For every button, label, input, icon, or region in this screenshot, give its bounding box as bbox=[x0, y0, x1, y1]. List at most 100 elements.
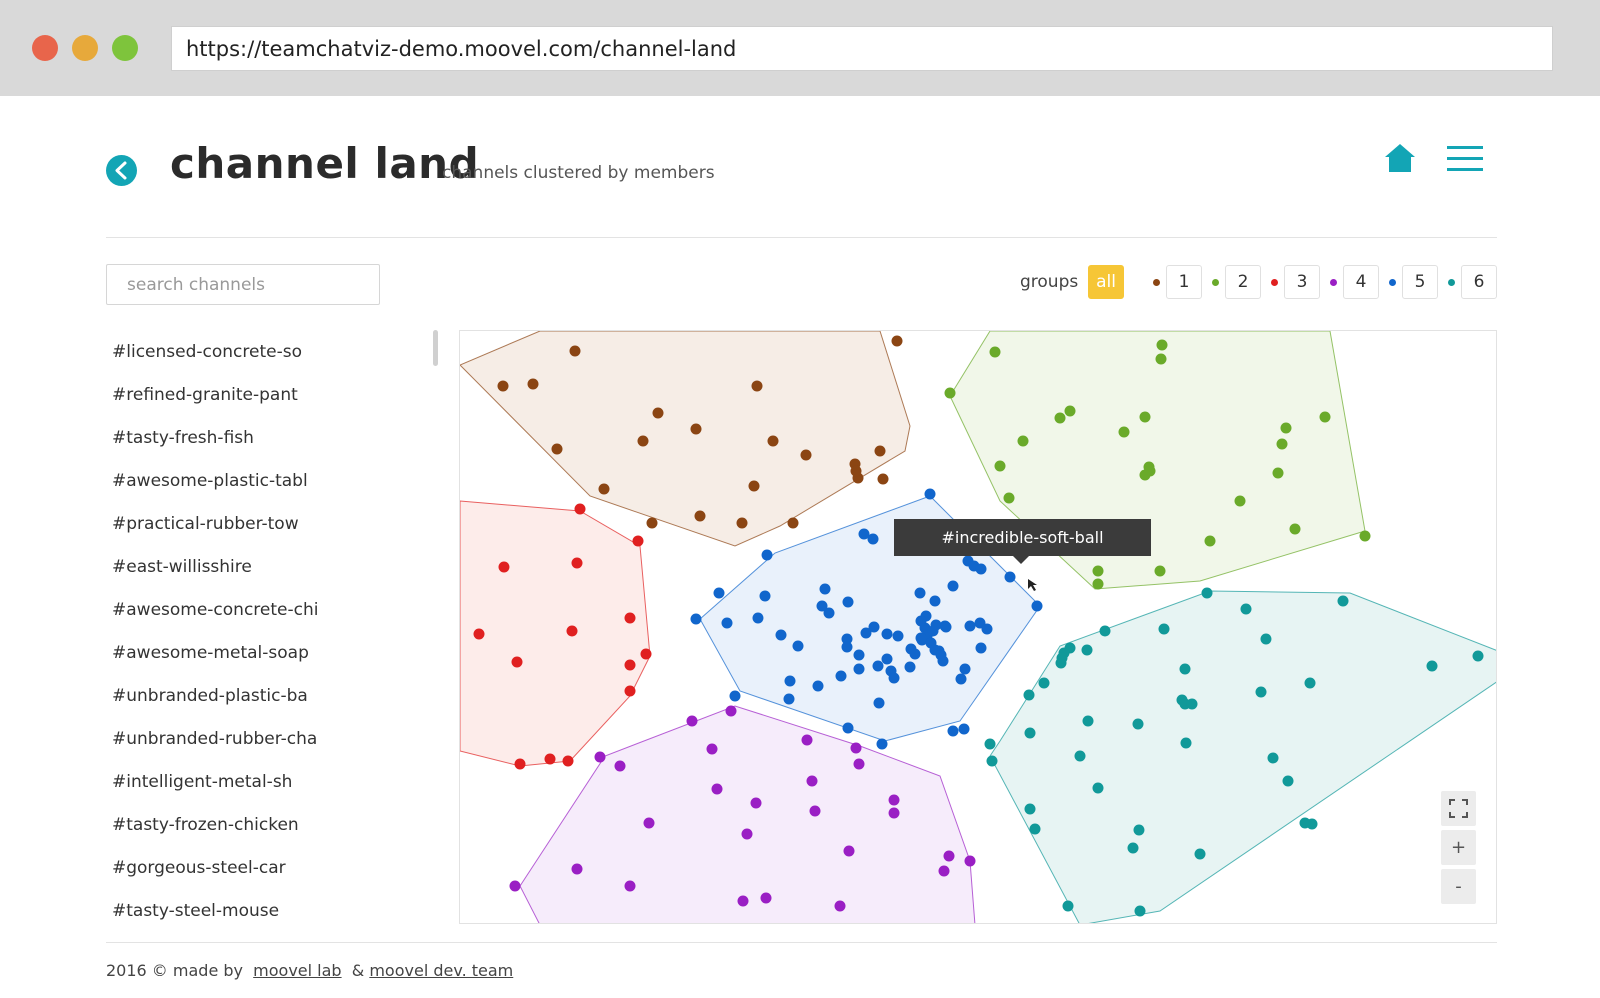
search-channels-input[interactable] bbox=[106, 264, 380, 305]
channel-dot-group-5[interactable] bbox=[964, 620, 976, 632]
channel-dot-group-4[interactable] bbox=[706, 743, 718, 755]
channel-dot-group-1[interactable] bbox=[800, 449, 812, 461]
channel-dot-group-5[interactable] bbox=[981, 623, 993, 635]
channel-dot-group-6[interactable] bbox=[1267, 752, 1279, 764]
channel-dot-group-2[interactable] bbox=[1054, 412, 1066, 424]
channel-dot-group-6[interactable] bbox=[1081, 644, 1093, 656]
channel-dot-group-5[interactable] bbox=[940, 621, 952, 633]
channel-dot-group-5[interactable] bbox=[927, 625, 939, 637]
channel-dot-group-5[interactable] bbox=[823, 607, 835, 619]
channel-dot-group-5[interactable] bbox=[783, 693, 795, 705]
channel-dot-group-4[interactable] bbox=[801, 734, 813, 746]
channel-dot-group-5[interactable] bbox=[935, 649, 947, 661]
channel-dot-group-5[interactable] bbox=[713, 587, 725, 599]
channel-dot-group-2[interactable] bbox=[1092, 565, 1104, 577]
channel-dot-group-6[interactable] bbox=[1099, 625, 1111, 637]
channel-dot-group-1[interactable] bbox=[598, 483, 610, 495]
channel-dot-group-6[interactable] bbox=[1056, 652, 1068, 664]
channel-dot-group-5[interactable] bbox=[955, 673, 967, 685]
channel-dot-group-3[interactable] bbox=[640, 648, 652, 660]
moovel-lab-link[interactable]: moovel lab bbox=[253, 961, 342, 980]
channel-dot-group-5[interactable] bbox=[729, 690, 741, 702]
channel-dot-group-4[interactable] bbox=[614, 760, 626, 772]
channel-dot-group-5[interactable] bbox=[792, 640, 804, 652]
back-button[interactable] bbox=[106, 155, 137, 186]
channel-dot-group-5[interactable] bbox=[775, 629, 787, 641]
close-window-button[interactable] bbox=[32, 35, 58, 61]
channel-dot-group-5[interactable] bbox=[873, 697, 885, 709]
channel-dot-group-6[interactable] bbox=[1082, 715, 1094, 727]
channel-dot-group-3[interactable] bbox=[562, 755, 574, 767]
group-filter-1[interactable]: 1 bbox=[1166, 265, 1202, 299]
channel-list-item[interactable]: #refined-granite-pant bbox=[112, 385, 298, 405]
channel-dot-group-3[interactable] bbox=[514, 758, 526, 770]
channel-dot-group-5[interactable] bbox=[892, 630, 904, 642]
channel-dot-group-6[interactable] bbox=[1472, 650, 1484, 662]
channel-dot-group-2[interactable] bbox=[989, 346, 1001, 358]
channel-dot-group-3[interactable] bbox=[624, 659, 636, 671]
minimize-window-button[interactable] bbox=[72, 35, 98, 61]
channel-list-item[interactable]: #practical-rubber-tow bbox=[112, 514, 299, 534]
channel-dot-group-4[interactable] bbox=[643, 817, 655, 829]
channel-dot-group-1[interactable] bbox=[569, 345, 581, 357]
channel-dot-group-1[interactable] bbox=[646, 517, 658, 529]
channel-dot-group-4[interactable] bbox=[624, 880, 636, 892]
channel-dot-group-5[interactable] bbox=[881, 628, 893, 640]
channel-dot-group-5[interactable] bbox=[876, 738, 888, 750]
channel-dot-group-5[interactable] bbox=[759, 590, 771, 602]
channel-dot-group-5[interactable] bbox=[975, 563, 987, 575]
channel-dot-group-5[interactable] bbox=[975, 642, 987, 654]
channel-dot-group-2[interactable] bbox=[1017, 435, 1029, 447]
channel-dot-group-6[interactable] bbox=[1255, 686, 1267, 698]
channel-dot-group-5[interactable] bbox=[914, 587, 926, 599]
channel-dot-group-6[interactable] bbox=[1132, 718, 1144, 730]
group-filter-2[interactable]: 2 bbox=[1225, 265, 1261, 299]
channel-dot-group-3[interactable] bbox=[574, 503, 586, 515]
channel-dot-group-2[interactable] bbox=[1276, 438, 1288, 450]
channel-dot-group-2[interactable] bbox=[994, 460, 1006, 472]
channel-dot-group-1[interactable] bbox=[751, 380, 763, 392]
channel-dot-group-4[interactable] bbox=[853, 758, 865, 770]
channel-dot-group-5[interactable] bbox=[841, 641, 853, 653]
channel-dot-group-3[interactable] bbox=[624, 612, 636, 624]
channel-list-item[interactable]: #awesome-concrete-chi bbox=[112, 600, 319, 620]
channel-dot-group-6[interactable] bbox=[1038, 677, 1050, 689]
channel-dot-group-2[interactable] bbox=[944, 387, 956, 399]
channel-dot-group-6[interactable] bbox=[1024, 803, 1036, 815]
channel-dot-group-5[interactable] bbox=[958, 723, 970, 735]
channel-dot-group-5[interactable] bbox=[784, 675, 796, 687]
fullscreen-button[interactable] bbox=[1441, 791, 1476, 826]
channel-dot-group-6[interactable] bbox=[1062, 900, 1074, 912]
channel-list-item[interactable]: #licensed-concrete-so bbox=[112, 342, 302, 362]
channel-dot-group-4[interactable] bbox=[843, 845, 855, 857]
group-filter-4[interactable]: 4 bbox=[1343, 265, 1379, 299]
group-filter-5[interactable]: 5 bbox=[1402, 265, 1438, 299]
channel-dot-group-5[interactable] bbox=[841, 633, 853, 645]
channel-dot-group-5[interactable] bbox=[842, 722, 854, 734]
channel-dot-group-6[interactable] bbox=[1023, 689, 1035, 701]
channel-dot-group-6[interactable] bbox=[1029, 823, 1041, 835]
channel-dot-group-5[interactable] bbox=[860, 627, 872, 639]
cluster-map-canvas[interactable] bbox=[460, 331, 1497, 924]
channel-list-item[interactable]: #intelligent-metal-sh bbox=[112, 772, 293, 792]
channel-dot-group-6[interactable] bbox=[1127, 842, 1139, 854]
channel-dot-group-5[interactable] bbox=[881, 653, 893, 665]
home-button[interactable] bbox=[1383, 142, 1417, 176]
channel-dot-group-2[interactable] bbox=[1139, 411, 1151, 423]
channel-dot-group-6[interactable] bbox=[1282, 775, 1294, 787]
channel-dot-group-6[interactable] bbox=[1304, 677, 1316, 689]
channel-dot-group-5[interactable] bbox=[835, 670, 847, 682]
channel-dot-group-2[interactable] bbox=[1003, 492, 1015, 504]
channel-dot-group-6[interactable] bbox=[1024, 727, 1036, 739]
menu-button[interactable] bbox=[1447, 144, 1483, 174]
channel-dot-group-5[interactable] bbox=[690, 613, 702, 625]
channel-dot-group-1[interactable] bbox=[787, 517, 799, 529]
channel-dot-group-6[interactable] bbox=[1299, 817, 1311, 829]
channel-list-item[interactable]: #awesome-metal-soap bbox=[112, 643, 309, 663]
channel-dot-group-1[interactable] bbox=[551, 443, 563, 455]
channel-dot-group-2[interactable] bbox=[1272, 467, 1284, 479]
channel-list-item[interactable]: #awesome-plastic-tabl bbox=[112, 471, 308, 491]
channel-dot-group-1[interactable] bbox=[652, 407, 664, 419]
channel-dot-group-3[interactable] bbox=[511, 656, 523, 668]
channel-dot-group-5[interactable] bbox=[1031, 600, 1043, 612]
